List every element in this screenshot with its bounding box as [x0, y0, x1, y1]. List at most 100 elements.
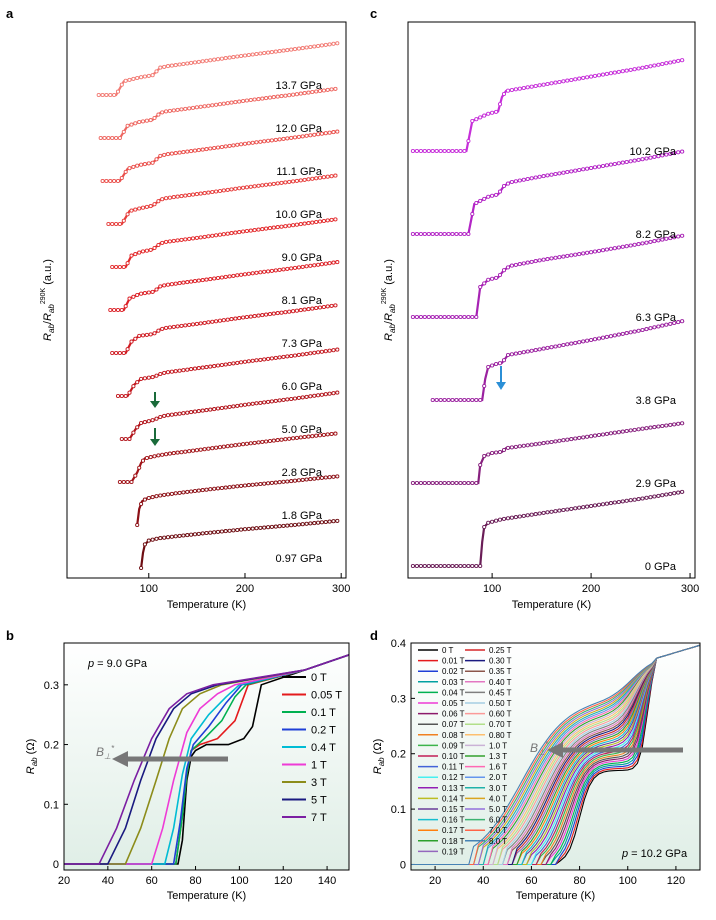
data-point: [325, 87, 330, 92]
data-point: [612, 333, 617, 338]
data-point: [183, 323, 188, 328]
data-point: [204, 487, 209, 492]
data-point: [664, 236, 669, 241]
data-point: [285, 354, 290, 359]
data-point: [624, 498, 629, 503]
series-6_0-GPa: [115, 347, 340, 399]
series-13_7-GPa: [96, 41, 340, 98]
data-point: [231, 273, 236, 278]
data-point: [181, 411, 186, 416]
panel-a-chart: 100 200 300 Temperature (K) Rab/Rab290K (a.u…: [40, 21, 350, 611]
data-point: [497, 102, 503, 107]
data-point: [200, 365, 205, 370]
data-point: [323, 475, 328, 480]
data-point: [589, 74, 594, 79]
data-point: [281, 48, 286, 53]
data-point: [446, 314, 451, 320]
data-point: [140, 458, 146, 463]
data-point: [596, 73, 602, 78]
series-label: 8.1 GPa: [282, 295, 323, 307]
plot-frame: [410, 642, 701, 871]
data-point: [327, 130, 332, 135]
data-point: [266, 481, 271, 486]
data-point: [486, 364, 491, 370]
data-point: [262, 50, 267, 56]
data-point: [287, 223, 292, 228]
data-point: [231, 528, 236, 533]
data-point: [269, 50, 274, 55]
data-point: [212, 57, 217, 62]
data-point: [142, 376, 147, 381]
data-point: [173, 63, 178, 68]
data-point: [333, 431, 338, 436]
data-point: [600, 432, 606, 437]
data-point: [438, 148, 443, 154]
legend-label: 0.50 T: [489, 699, 512, 708]
data-point: [490, 363, 495, 368]
series-label: 2.9 GPa: [636, 478, 677, 490]
data-point: [139, 75, 144, 80]
series-label: 12.0 GPa: [276, 123, 323, 135]
data-point: [672, 320, 677, 326]
data-point: [331, 474, 336, 479]
data-point: [581, 167, 586, 172]
data-point: [513, 351, 518, 356]
data-point: [490, 193, 495, 198]
data-point: [135, 425, 140, 430]
data-point: [549, 345, 554, 350]
data-point: [589, 434, 594, 439]
data-point: [410, 148, 415, 154]
legend-label: 0.09 T: [442, 741, 465, 750]
data-point: [185, 149, 190, 154]
data-point: [104, 92, 109, 98]
data-point: [117, 264, 122, 270]
data-point: [316, 132, 321, 137]
data-point: [285, 523, 290, 528]
data-point: [656, 493, 661, 498]
data-point: [632, 67, 637, 72]
data-point: [114, 264, 119, 270]
data-point: [158, 536, 163, 541]
data-point: [171, 324, 176, 329]
series-line: [412, 490, 685, 568]
data-point: [254, 51, 259, 57]
data-point: [292, 478, 298, 483]
data-point: [123, 169, 128, 174]
data-point: [189, 489, 194, 494]
data-point: [414, 314, 419, 320]
data-point: [474, 200, 479, 206]
data-point: [545, 257, 550, 262]
data-point: [114, 221, 119, 227]
data-point: [275, 311, 280, 316]
series-1_8-GPa: [135, 474, 340, 528]
data-point: [160, 110, 165, 115]
data-point: [521, 85, 526, 91]
data-point: [154, 373, 159, 378]
series-label: 11.1 GPa: [276, 166, 323, 178]
panel-label-a: a: [6, 6, 14, 21]
data-point: [189, 149, 194, 154]
data-point: [569, 506, 574, 511]
data-point: [596, 432, 602, 438]
data-point: [198, 321, 203, 326]
data-point: [156, 242, 161, 248]
data-point: [131, 294, 136, 299]
data-point: [660, 153, 665, 158]
data-point: [179, 107, 184, 112]
data-point: [264, 439, 269, 444]
data-point: [426, 480, 431, 486]
data-point: [150, 375, 155, 380]
data-point: [142, 291, 147, 296]
field-arrow-head: [112, 751, 128, 767]
data-point: [223, 529, 228, 534]
data-point: [296, 265, 301, 270]
data-point: [227, 55, 232, 60]
data-point: [321, 175, 326, 180]
data-point: [231, 361, 236, 366]
data-point: [537, 174, 542, 179]
data-point: [308, 44, 313, 50]
data-point: [131, 384, 136, 389]
data-point: [165, 64, 171, 69]
data-point: [165, 370, 171, 375]
data-point: [482, 524, 487, 530]
